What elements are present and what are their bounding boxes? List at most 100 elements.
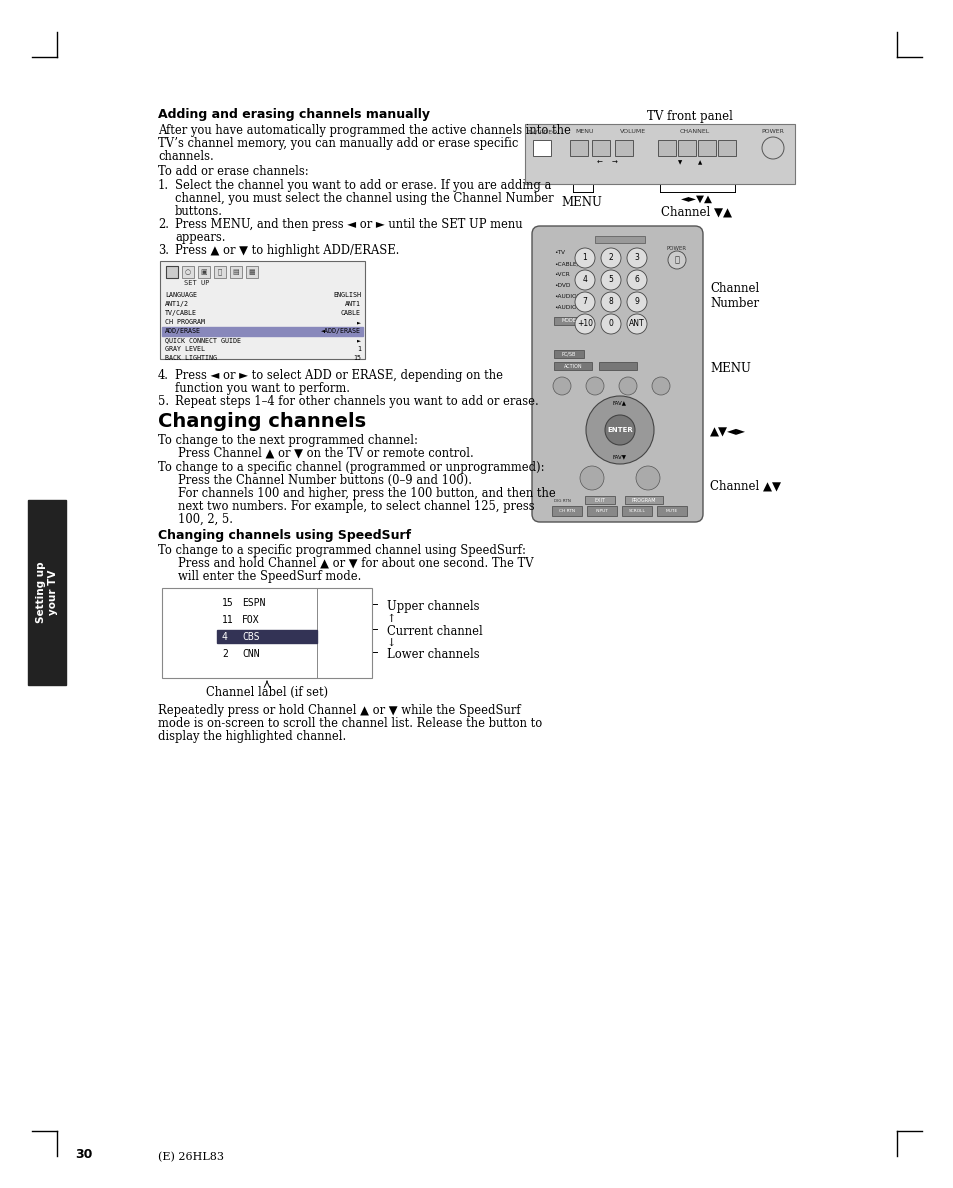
Circle shape [626,314,646,334]
Text: 2: 2 [222,649,228,659]
Text: PC/SB: PC/SB [561,352,576,356]
Text: 6: 6 [634,276,639,284]
Bar [166,266,178,278]
Text: ANT1: ANT1 [345,301,360,307]
Text: 1: 1 [582,253,587,263]
Text: ↓: ↓ [387,639,395,649]
Text: POWER: POWER [666,246,686,251]
Circle shape [585,377,603,394]
Text: Lower channels: Lower channels [387,647,479,661]
Text: MUTE: MUTE [665,508,678,513]
Circle shape [600,248,620,268]
Text: •TV: •TV [554,249,564,255]
Text: 7: 7 [582,297,587,307]
Text: For channels 100 and higher, press the 100 button, and then the: For channels 100 and higher, press the 1… [178,487,556,500]
Text: ANT: ANT [629,320,644,329]
Bar [198,266,210,278]
Text: Adding and erasing channels manually: Adding and erasing channels manually [158,108,430,121]
Text: MENU: MENU [561,196,601,209]
Text: buttons.: buttons. [174,206,223,219]
Circle shape [575,248,595,268]
Text: •VCR: •VCR [554,272,569,277]
Text: Upper channels: Upper channels [387,600,479,613]
Text: TV’s channel memory, you can manually add or erase specific: TV’s channel memory, you can manually ad… [158,137,517,150]
Text: Repeatedly press or hold Channel ▲ or ▼ while the SpeedSurf: Repeatedly press or hold Channel ▲ or ▼ … [158,704,520,718]
Text: Current channel: Current channel [387,625,482,638]
Text: ACTION: ACTION [563,364,581,368]
Bar [584,497,615,504]
Text: SET UP: SET UP [184,280,210,286]
Circle shape [553,377,571,394]
Text: EXIT: EXIT [594,498,605,503]
Bar [182,266,193,278]
Text: 2: 2 [608,253,613,263]
Text: •AUDIO1: •AUDIO1 [554,293,579,299]
Text: (E) 26HL83: (E) 26HL83 [158,1152,224,1162]
Circle shape [600,314,620,334]
Text: Channel ▼▲: Channel ▼▲ [660,206,732,219]
Text: •AUDIO2: •AUDIO2 [554,305,579,310]
Text: CH PROGRAM: CH PROGRAM [165,320,205,326]
Text: CHANNEL: CHANNEL [679,129,709,134]
Text: ENGLISH: ENGLISH [333,292,360,298]
Circle shape [575,314,595,334]
Text: 0: 0 [608,320,613,329]
Text: 15: 15 [222,598,233,608]
Text: Select the channel you want to add or erase. If you are adding a: Select the channel you want to add or er… [174,179,551,192]
Text: BACK LIGHTING: BACK LIGHTING [165,355,216,361]
Text: 4: 4 [222,632,228,642]
Text: channels.: channels. [158,150,213,163]
Text: 3.: 3. [158,244,169,257]
Text: Channel
Number: Channel Number [709,282,759,310]
Text: ⏻: ⏻ [674,255,679,265]
Bar [552,506,581,516]
Text: function you want to perform.: function you want to perform. [174,383,350,394]
Text: After you have automatically programmed the active channels into the: After you have automatically programmed … [158,124,570,137]
Bar [718,140,735,156]
Circle shape [579,466,603,489]
Text: ►: ► [356,320,360,326]
Text: ENTER: ENTER [606,426,632,432]
Text: FAV▲: FAV▲ [613,400,626,405]
Text: ◄►▼▲: ◄►▼▲ [680,194,712,204]
Text: 9: 9 [634,297,639,307]
Text: ⎕: ⎕ [170,268,174,276]
Circle shape [618,377,637,394]
Text: ▣: ▣ [200,268,207,274]
Bar [166,266,178,278]
Bar [569,140,587,156]
Bar [598,362,637,369]
Text: 5.: 5. [158,394,169,407]
Text: ▲: ▲ [698,160,701,165]
Text: CABLE: CABLE [340,310,360,316]
FancyBboxPatch shape [532,226,702,522]
Text: ADD/ERASE: ADD/ERASE [165,328,201,334]
Text: 5: 5 [608,276,613,284]
Text: channel, you must select the channel using the Channel Number: channel, you must select the channel usi… [174,192,553,206]
Text: FAV▼: FAV▼ [613,455,626,460]
Text: 1.: 1. [158,179,169,192]
Text: Press ▲ or ▼ to highlight ADD/ERASE.: Press ▲ or ▼ to highlight ADD/ERASE. [174,244,399,257]
Text: To change to a specific channel (programmed or unprogrammed):: To change to a specific channel (program… [158,461,544,474]
Text: +10: +10 [577,320,593,329]
Bar [657,506,686,516]
Text: LANGUAGE: LANGUAGE [165,292,196,298]
Text: Repeat steps 1–4 for other channels you want to add or erase.: Repeat steps 1–4 for other channels you … [174,394,538,407]
Text: ◄ADD/ERASE: ◄ADD/ERASE [320,328,360,334]
Bar [624,497,662,504]
Text: display the highlighted channel.: display the highlighted channel. [158,729,346,742]
Text: Changing channels: Changing channels [158,412,366,431]
Text: 4: 4 [582,276,587,284]
Text: CBS: CBS [242,632,259,642]
Text: ▤: ▤ [233,268,239,274]
Text: 15: 15 [353,355,360,361]
Text: Press ◄ or ► to select ADD or ERASE, depending on the: Press ◄ or ► to select ADD or ERASE, dep… [174,369,502,383]
Bar [524,124,794,184]
Bar [28,500,66,685]
Text: INPUT: INPUT [595,508,608,513]
Bar [246,266,257,278]
Text: CH RTN: CH RTN [558,508,575,513]
Circle shape [761,137,783,159]
Text: Press the Channel Number buttons (0–9 and 100).: Press the Channel Number buttons (0–9 an… [178,474,472,487]
Text: 2.: 2. [158,219,169,230]
